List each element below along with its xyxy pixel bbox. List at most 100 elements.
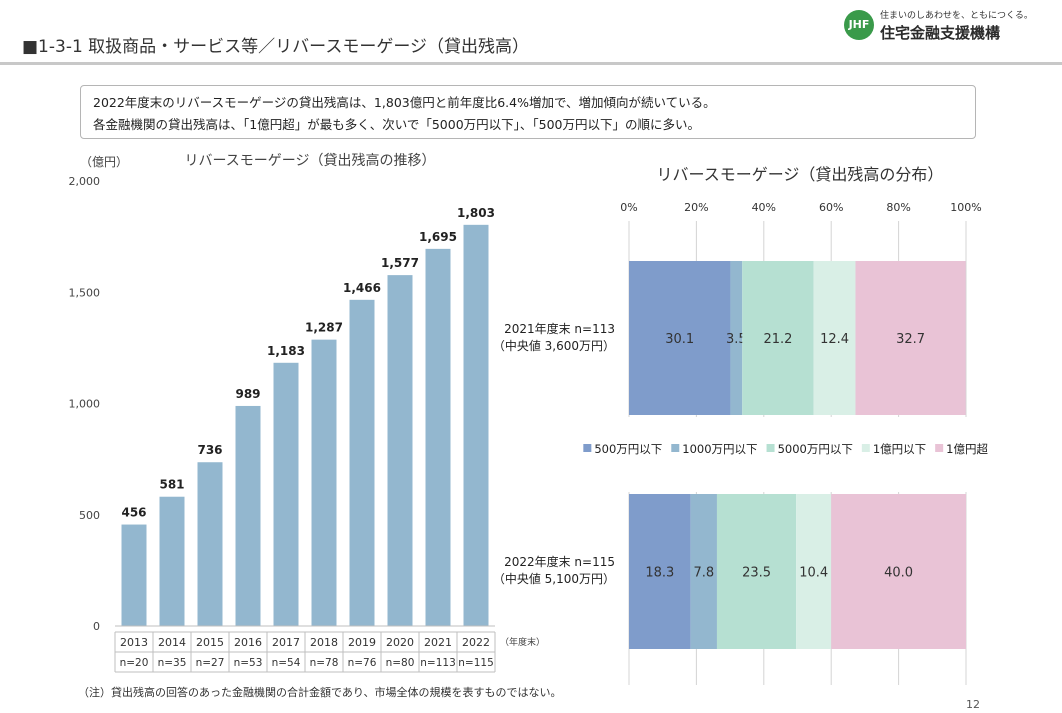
x-tick-label: 60% <box>819 201 843 214</box>
bar-2022 <box>463 224 489 626</box>
logo-mark-icon: JHF <box>844 10 874 40</box>
y-tick-label: 2,000 <box>69 175 101 188</box>
x-tick-label: 2014 <box>158 636 186 649</box>
x-tick-label: 2015 <box>196 636 224 649</box>
segment-1億円超 <box>831 494 966 649</box>
bar-2020 <box>387 275 413 626</box>
n-count-label: n=35 <box>158 657 187 669</box>
x-tick-label: 2016 <box>234 636 262 649</box>
segment-1億円以下 <box>796 494 832 649</box>
legend-label: 1億円超 <box>946 442 988 456</box>
segment-5000万円以下 <box>716 494 797 649</box>
y-tick-label: 1,000 <box>69 398 101 411</box>
legend-item: 5000万円以下 <box>766 442 853 456</box>
segment-5000万円以下 <box>742 261 814 415</box>
header-divider <box>0 62 1062 65</box>
bar-2015 <box>197 462 223 626</box>
bar-value-label: 1,803 <box>457 206 495 220</box>
bar-2014 <box>159 496 185 626</box>
segment-value-label: 30.1 <box>665 332 694 347</box>
segment-value-label: 10.4 <box>799 566 828 581</box>
bar-value-label: 1,466 <box>343 281 381 295</box>
legend-label: 5000万円以下 <box>778 442 853 456</box>
logo-tagline: 住まいのしあわせを、ともにつくる。 <box>880 11 1033 21</box>
logo-name: 住宅金融支援機構 <box>880 24 1001 42</box>
n-count-label: n=20 <box>120 657 149 669</box>
n-count-label: n=113 <box>420 657 456 669</box>
segment-1億円超 <box>855 261 966 415</box>
y-axis-label: （億円） <box>80 155 128 169</box>
balance-distribution-chart: リバースモーゲージ（貸出残高の分布） 0% 20% 40% 60% 80% 100% 30.1… <box>493 165 988 685</box>
bar-value-label: 1,183 <box>267 344 305 358</box>
x-tick-label: 2021 <box>424 636 452 649</box>
x-tick-label: 2013 <box>120 636 148 649</box>
bar-2016 <box>235 405 261 626</box>
n-count-label: n=54 <box>272 657 301 669</box>
y-tick-label: 1,500 <box>69 286 101 299</box>
bar-2018 <box>311 339 337 626</box>
legend-swatch <box>671 444 680 452</box>
segment-1000万円以下 <box>690 494 717 649</box>
legend-label: 1億円以下 <box>873 442 926 456</box>
chart-title: リバースモーゲージ（貸出残高の推移） <box>184 152 435 169</box>
x-tick-label: 2022 <box>462 636 490 649</box>
legend-swatch <box>583 444 592 452</box>
x-tick-label: 2017 <box>272 636 300 649</box>
legend-swatch <box>935 444 944 452</box>
n-count-label: n=53 <box>234 657 263 669</box>
segment-500万円以下 <box>629 261 731 415</box>
bar-value-label: 1,695 <box>419 230 457 244</box>
row-label: 2021年度末 n=113 <box>504 321 615 336</box>
segment-500万円以下 <box>629 494 691 649</box>
footnote: （注）貸出残高の回答のあった金融機関の合計金額であり、市場全体の規模を表すもので… <box>78 686 562 699</box>
bar-2021 <box>425 248 451 627</box>
page-number: 12 <box>966 698 980 711</box>
logo: JHF 住まいのしあわせを、ともにつくる。 住宅金融支援機構 <box>844 8 1036 46</box>
segment-1億円以下 <box>813 261 856 415</box>
n-count-label: n=78 <box>310 657 339 669</box>
summary-line-2: 各金融機関の貸出残高は、「1億円超」が最も多く、次いで「5000万円以下」、「5… <box>93 117 701 132</box>
bar-value-label: 581 <box>159 478 184 492</box>
legend-item: 1億円以下 <box>861 442 926 456</box>
balance-trend-chart: リバースモーゲージ（貸出残高の推移） （億円） 0 500 1,000 1,500 2,00… <box>69 152 545 673</box>
row-sublabel: （中央値 3,600万円） <box>493 338 615 353</box>
x-tick-label: 80% <box>886 201 910 214</box>
y-tick-label: 0 <box>93 620 100 633</box>
n-count-label: n=80 <box>386 657 415 669</box>
segment-value-label: 7.8 <box>693 566 714 581</box>
x-tick-label: 2018 <box>310 636 338 649</box>
legend-item: 1億円超 <box>935 442 988 456</box>
segment-value-label: 18.3 <box>645 566 674 581</box>
segment-value-label: 3.5 <box>726 332 747 347</box>
legend-item: 1000万円以下 <box>671 442 758 456</box>
x-tick-label: 0% <box>620 201 637 214</box>
segment-value-label: 23.5 <box>742 566 771 581</box>
bar-2019 <box>349 299 375 626</box>
x-tick-label: 100% <box>950 201 981 214</box>
bar-value-label: 1,577 <box>381 256 419 270</box>
bar-value-label: 1,287 <box>305 321 343 335</box>
legend-label: 500万円以下 <box>594 442 662 456</box>
bar-2017 <box>273 362 299 626</box>
bar-value-label: 456 <box>121 506 146 520</box>
x-tick-label: 20% <box>684 201 708 214</box>
legend-item: 500万円以下 <box>583 442 662 456</box>
x-tick-label: 2019 <box>348 636 376 649</box>
bar-value-label: 989 <box>235 387 260 401</box>
y-tick-label: 500 <box>79 509 100 522</box>
legend-swatch <box>766 444 775 452</box>
bar-value-label: 736 <box>197 443 222 457</box>
row-sublabel: （中央値 5,100万円） <box>493 571 615 586</box>
segment-value-label: 21.2 <box>763 332 792 347</box>
dist-chart-title: リバースモーゲージ（貸出残高の分布） <box>657 165 944 184</box>
segment-1000万円以下 <box>730 261 743 415</box>
n-count-label: n=76 <box>348 657 377 669</box>
n-count-label: n=115 <box>458 657 494 669</box>
segment-value-label: 12.4 <box>820 332 849 347</box>
x-tick-label: 40% <box>752 201 776 214</box>
n-count-label: n=27 <box>196 657 225 669</box>
summary-line-1: 2022年度末のリバースモーゲージの貸出残高は、1,803億円と前年度比6.4%… <box>93 95 716 110</box>
legend-label: 1000万円以下 <box>682 442 757 456</box>
segment-value-label: 32.7 <box>896 332 925 347</box>
x-tick-label: 2020 <box>386 636 414 649</box>
